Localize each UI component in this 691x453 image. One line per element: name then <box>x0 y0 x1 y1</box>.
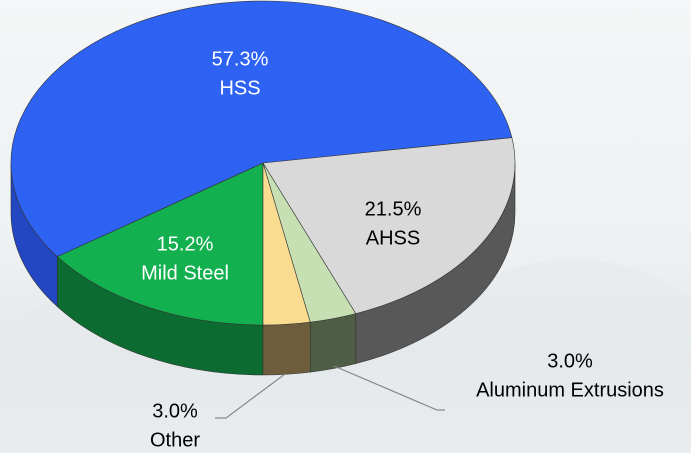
data-label: 21.5% <box>365 198 422 220</box>
data-label: 15.2% <box>157 233 214 255</box>
category-label: Aluminum Extrusions <box>476 379 664 401</box>
leader-line <box>215 373 286 419</box>
data-label: 57.3% <box>212 48 269 70</box>
slice <box>262 162 311 326</box>
slice <box>56 162 264 326</box>
slice-side <box>262 321 311 376</box>
slice <box>262 137 516 314</box>
category-label: Mild Steel <box>141 262 229 284</box>
category-label: AHSS <box>366 227 420 249</box>
slice-side <box>309 313 357 373</box>
category-label: Other <box>150 429 200 451</box>
category-label: HSS <box>219 77 260 99</box>
leader-line <box>333 365 445 411</box>
slice <box>10 0 513 257</box>
data-label: 3.0% <box>547 350 593 372</box>
data-label: 3.0% <box>152 400 198 422</box>
